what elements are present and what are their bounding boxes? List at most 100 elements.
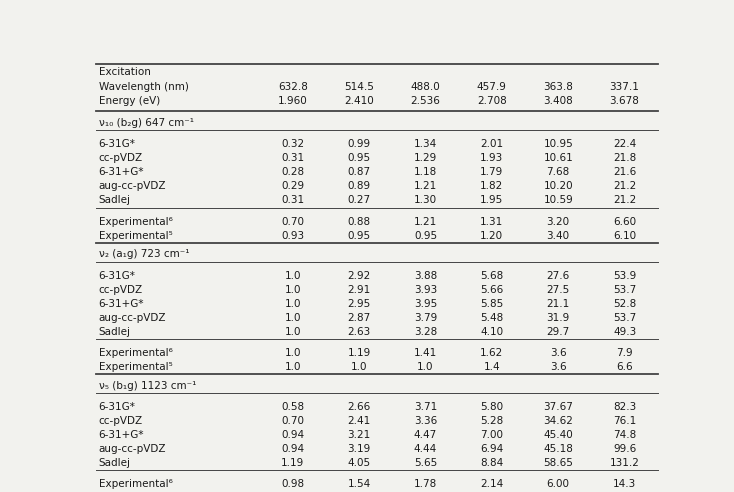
Text: Experimental⁶: Experimental⁶ [98, 479, 172, 490]
Text: 3.21: 3.21 [347, 430, 371, 440]
Text: 10.61: 10.61 [543, 154, 573, 163]
Text: Experimental⁶: Experimental⁶ [98, 216, 172, 227]
Text: 4.05: 4.05 [347, 458, 371, 468]
Text: 1.0: 1.0 [285, 285, 301, 295]
Text: 1.78: 1.78 [414, 479, 437, 490]
Text: 2.63: 2.63 [347, 327, 371, 337]
Text: 5.28: 5.28 [480, 416, 504, 426]
Text: 0.29: 0.29 [281, 182, 305, 191]
Text: 131.2: 131.2 [610, 458, 639, 468]
Text: 7.9: 7.9 [617, 348, 633, 358]
Text: 2.95: 2.95 [347, 299, 371, 309]
Text: 2.708: 2.708 [477, 96, 506, 106]
Text: Sadlej: Sadlej [98, 195, 131, 206]
Text: 3.95: 3.95 [414, 299, 437, 309]
Text: 3.678: 3.678 [610, 96, 639, 106]
Text: 1.0: 1.0 [285, 313, 301, 323]
Text: 1.21: 1.21 [414, 216, 437, 227]
Text: Excitation: Excitation [98, 67, 150, 77]
Text: 5.68: 5.68 [480, 271, 504, 281]
Text: Experimental⁵: Experimental⁵ [98, 231, 172, 241]
Text: 6-31G*: 6-31G* [98, 402, 136, 412]
Text: 14.3: 14.3 [613, 479, 636, 490]
Text: 76.1: 76.1 [613, 416, 636, 426]
Text: 52.8: 52.8 [613, 299, 636, 309]
Text: 2.01: 2.01 [480, 139, 504, 150]
Text: 82.3: 82.3 [613, 402, 636, 412]
Text: 0.94: 0.94 [281, 444, 305, 454]
Text: 0.58: 0.58 [281, 402, 305, 412]
Text: 0.32: 0.32 [281, 139, 305, 150]
Text: 3.79: 3.79 [414, 313, 437, 323]
Text: 6-31+G*: 6-31+G* [98, 430, 144, 440]
Text: ν₂ (a₁g) 723 cm⁻¹: ν₂ (a₁g) 723 cm⁻¹ [98, 249, 189, 259]
Text: 457.9: 457.9 [477, 82, 506, 92]
Text: 0.94: 0.94 [281, 430, 305, 440]
Text: 45.18: 45.18 [543, 444, 573, 454]
Text: 0.93: 0.93 [281, 231, 305, 241]
Text: Experimental⁵: Experimental⁵ [98, 362, 172, 372]
Text: 1.0: 1.0 [351, 362, 367, 372]
Text: 0.28: 0.28 [281, 167, 305, 178]
Text: 49.3: 49.3 [613, 327, 636, 337]
Text: 0.95: 0.95 [347, 231, 371, 241]
Text: 1.93: 1.93 [480, 154, 504, 163]
Text: 3.36: 3.36 [414, 416, 437, 426]
Text: 8.84: 8.84 [480, 458, 504, 468]
Text: 6.94: 6.94 [480, 444, 504, 454]
Text: 2.91: 2.91 [347, 285, 371, 295]
Text: 1.0: 1.0 [285, 327, 301, 337]
Text: 1.960: 1.960 [278, 96, 308, 106]
Text: 37.67: 37.67 [543, 402, 573, 412]
Text: 21.8: 21.8 [613, 154, 636, 163]
Text: 3.28: 3.28 [414, 327, 437, 337]
Text: 2.410: 2.410 [344, 96, 374, 106]
Text: 2.14: 2.14 [480, 479, 504, 490]
Text: 99.6: 99.6 [613, 444, 636, 454]
Text: ν₅ (b₁g) 1123 cm⁻¹: ν₅ (b₁g) 1123 cm⁻¹ [98, 381, 196, 391]
Text: 58.65: 58.65 [543, 458, 573, 468]
Text: 6.60: 6.60 [613, 216, 636, 227]
Text: 6.10: 6.10 [613, 231, 636, 241]
Text: 3.408: 3.408 [543, 96, 573, 106]
Text: 53.9: 53.9 [613, 271, 636, 281]
Text: 6-31+G*: 6-31+G* [98, 167, 144, 178]
Text: 0.95: 0.95 [347, 154, 371, 163]
Text: 363.8: 363.8 [543, 82, 573, 92]
Text: 21.6: 21.6 [613, 167, 636, 178]
Text: 488.0: 488.0 [410, 82, 440, 92]
Text: 4.10: 4.10 [480, 327, 504, 337]
Text: 1.0: 1.0 [417, 362, 434, 372]
Text: Wavelength (nm): Wavelength (nm) [98, 82, 189, 92]
Text: 5.48: 5.48 [480, 313, 504, 323]
Text: 45.40: 45.40 [543, 430, 573, 440]
Text: 0.70: 0.70 [281, 216, 305, 227]
Text: 6.00: 6.00 [547, 479, 570, 490]
Text: 2.536: 2.536 [410, 96, 440, 106]
Text: 6-31+G*: 6-31+G* [98, 299, 144, 309]
Text: Sadlej: Sadlej [98, 458, 131, 468]
Text: 0.95: 0.95 [414, 231, 437, 241]
Text: Sadlej: Sadlej [98, 327, 131, 337]
Text: 0.70: 0.70 [281, 416, 305, 426]
Text: 1.4: 1.4 [484, 362, 500, 372]
Text: 6-31G*: 6-31G* [98, 139, 136, 150]
Text: 1.0: 1.0 [285, 271, 301, 281]
Text: 3.20: 3.20 [547, 216, 570, 227]
Text: 632.8: 632.8 [277, 82, 308, 92]
Text: 34.62: 34.62 [543, 416, 573, 426]
Text: 53.7: 53.7 [613, 285, 636, 295]
Text: 22.4: 22.4 [613, 139, 636, 150]
Text: 0.98: 0.98 [281, 479, 305, 490]
Text: aug-cc-pVDZ: aug-cc-pVDZ [98, 313, 166, 323]
Text: 5.66: 5.66 [480, 285, 504, 295]
Text: 5.85: 5.85 [480, 299, 504, 309]
Text: 29.7: 29.7 [547, 327, 570, 337]
Text: 3.19: 3.19 [347, 444, 371, 454]
Text: 27.6: 27.6 [547, 271, 570, 281]
Text: 0.99: 0.99 [347, 139, 371, 150]
Text: 10.20: 10.20 [543, 182, 573, 191]
Text: 21.1: 21.1 [547, 299, 570, 309]
Text: cc-pVDZ: cc-pVDZ [98, 285, 142, 295]
Text: 53.7: 53.7 [613, 313, 636, 323]
